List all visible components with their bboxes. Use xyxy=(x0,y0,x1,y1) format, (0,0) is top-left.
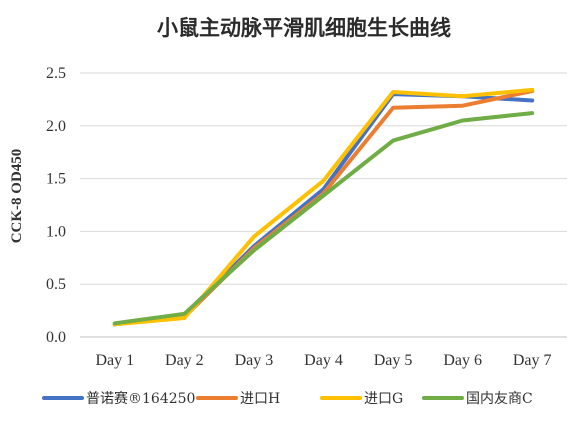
y-tick-label: 0.0 xyxy=(46,329,66,346)
y-tick-label: 0.5 xyxy=(46,276,66,293)
series-line-3 xyxy=(112,87,535,327)
x-tick-label: Day 7 xyxy=(513,352,552,369)
y-tick-label: 1.5 xyxy=(46,171,66,188)
x-tick-label: Day 5 xyxy=(374,352,413,369)
y-tick-label: 1.0 xyxy=(46,223,66,240)
legend-label: 进口G xyxy=(364,391,403,407)
legend: 普诺赛®164250 进口H 进口G 国内友商C xyxy=(42,391,533,407)
x-tick-label: Day 1 xyxy=(95,352,134,369)
y-axis-label: CCK-8 OD450 xyxy=(9,149,25,244)
gridlines xyxy=(80,72,567,338)
y-tick-label: 2.5 xyxy=(46,65,66,82)
x-tick-label: Day 6 xyxy=(443,352,482,369)
series-line-4 xyxy=(112,111,535,326)
x-tick-label: Day 2 xyxy=(165,352,204,369)
legend-label: 进口H xyxy=(240,391,280,407)
x-tick-label: Day 3 xyxy=(235,352,274,369)
series-line-1 xyxy=(112,92,535,327)
x-axis-ticks: Day 1 Day 2 Day 3 Day 4 Day 5 Day 6 Day 7 xyxy=(95,352,551,369)
y-tick-label: 2.0 xyxy=(46,118,66,135)
legend-label: 国内友商C xyxy=(466,391,533,407)
legend-label: 普诺赛®164250 xyxy=(86,391,195,407)
x-tick-label: Day 4 xyxy=(304,352,343,369)
y-axis-ticks: 0.0 0.5 1.0 1.5 2.0 2.5 xyxy=(46,65,66,346)
series-lines xyxy=(112,87,535,327)
chart-title: 小鼠主动脉平滑肌细胞生长曲线 xyxy=(157,15,451,40)
